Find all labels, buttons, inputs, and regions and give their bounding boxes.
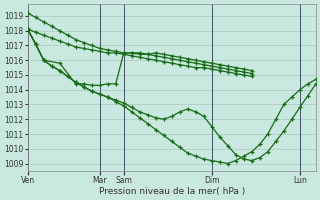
X-axis label: Pression niveau de la mer( hPa ): Pression niveau de la mer( hPa ) (99, 187, 245, 196)
